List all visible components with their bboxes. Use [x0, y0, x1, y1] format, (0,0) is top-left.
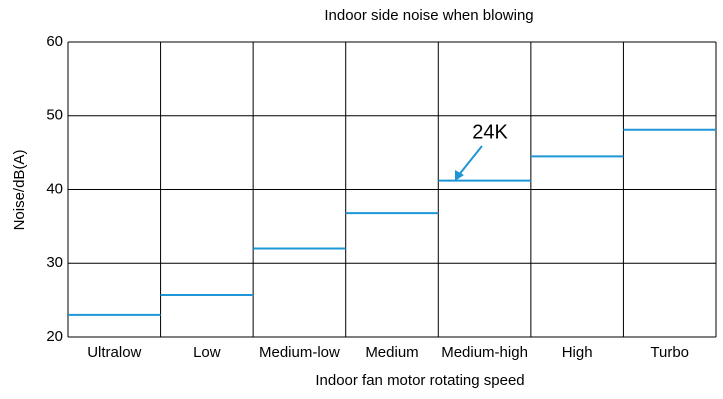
x-tick-label: Medium-low — [259, 344, 340, 361]
annotation: 24K — [472, 121, 508, 143]
chart-title: Indoor side noise when blowing — [324, 7, 533, 24]
annotation-arrowhead — [455, 170, 464, 181]
y-tick-label: 50 — [46, 107, 63, 124]
x-tick-label: Medium — [365, 344, 418, 361]
x-axis-label: Indoor fan motor rotating speed — [315, 372, 524, 389]
x-tick-label: Medium-high — [441, 344, 528, 361]
y-tick-label: 60 — [46, 33, 63, 50]
x-tick-label: Low — [193, 344, 221, 361]
x-tick-label: High — [562, 344, 593, 361]
y-tick-label: 30 — [46, 254, 63, 271]
annotation-arrow — [457, 145, 483, 177]
x-tick-label: Turbo — [650, 344, 689, 361]
x-tick-label: Ultralow — [87, 344, 141, 361]
y-tick-label: 40 — [46, 180, 63, 197]
y-axis-label: Noise/dB(A) — [11, 150, 28, 231]
y-tick-label: 20 — [46, 328, 63, 345]
